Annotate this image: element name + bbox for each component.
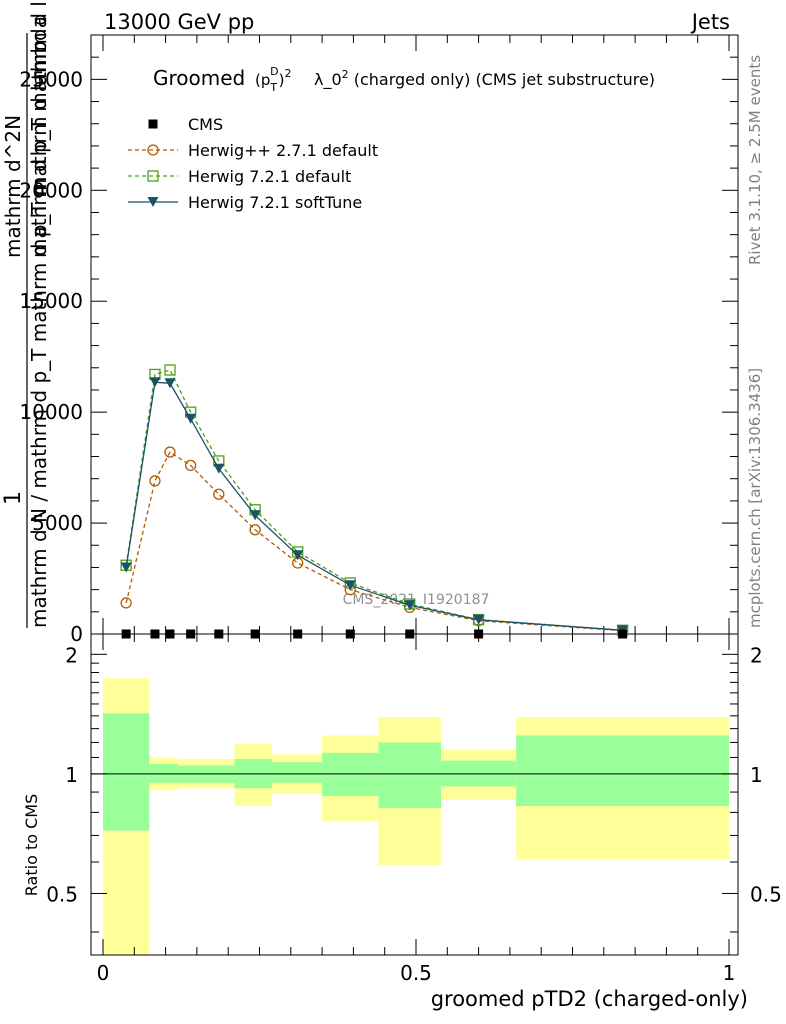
legend-label: Herwig 7.2.1 default [188,167,351,186]
marker-square [618,629,628,639]
ratio-band-inner [103,713,150,831]
series-herwig-2-7-1-default [120,446,629,637]
series-cms [121,629,628,639]
ratio-band-inner [378,742,442,809]
x-tick-label: 0.5 [400,961,432,985]
legend-label: Herwig 7.2.1 softTune [188,193,362,212]
series-line [125,381,623,631]
marker-square [474,629,484,639]
y-tick-label: 20000 [19,178,83,202]
y-tick-label: 5000 [32,511,83,535]
legend-label: CMS [188,115,223,134]
marker-triangle-down [249,510,261,521]
marker-circle [149,475,161,487]
series-layer [120,364,629,639]
x-tick-label: 1 [723,961,736,985]
title-suffix: λ_02 (charged only) (CMS jet substructur… [314,68,655,90]
ratio-y-tick-label-right: 0.5 [750,882,782,906]
marker-triangle-down [185,413,197,424]
legend-item: Herwig++ 2.7.1 default [128,141,378,160]
ylabel-top-line2: mathrm d p_T mathrm d lambda [27,0,51,258]
title-formula: (pTD)2 [255,65,291,94]
y-tick-label: 15000 [19,289,83,313]
marker-triangle-down [149,377,161,388]
legend: CMS Herwig++ 2.7.1 default Herwig 7.2.1 de… [128,115,378,212]
series-line [125,369,623,631]
y-tick-label: 25000 [19,67,83,91]
mcplots-label: mcplots.cern.ch [arXiv:1306.3436] [746,368,764,628]
rivet-label: Rivet 3.1.10, ≥ 2.5M events [746,55,764,265]
marker-square [293,629,303,639]
legend-item: CMS [148,115,223,134]
marker-triangle-down [120,562,132,573]
x-axis-label: groomed pTD2 (charged-only) [431,987,748,1011]
marker-open-square [147,170,159,182]
plot-title: Groomed (pTD)2 λ_02 (charged only) (CMS … [153,65,655,94]
title-prefix: Groomed [153,66,245,90]
marker-square [345,629,355,639]
marker-circle [213,488,225,500]
header-right: Jets [690,10,730,34]
marker-square [405,629,415,639]
marker-triangle-down [147,197,159,207]
ylabel-top-line1: mathrm d^2N [1,115,25,258]
marker-square [121,629,131,639]
series-herwig-7-2-1-softtune [120,377,629,636]
y-tick-label: 0 [70,622,83,646]
marker-square [250,629,260,639]
watermark: CMS_2021_I1920187 [343,592,490,608]
x-tick-label: 0 [97,961,110,985]
marker-triangle-down [292,550,304,561]
marker-square [214,629,224,639]
ratio-axis-ticks: 0.5 0.5 1 1 2 2 0 0.5 1 [46,634,782,985]
marker-square [150,629,160,639]
marker-triangle-down [473,614,485,625]
ratio-frame [90,633,739,956]
header-left: 13000 GeV pp [104,10,254,34]
legend-item: Herwig 7.2.1 softTune [128,193,362,212]
ylabel-numerator: 1 [1,491,26,505]
marker-circle [164,446,176,458]
ratio-y-tick-label: 0.5 [46,882,78,906]
marker-circle [147,144,159,156]
ratio-y-tick-label: 2 [65,643,78,667]
marker-triangle-down [164,378,176,389]
marker-triangle-down [404,600,416,611]
ratio-y-tick-label-right: 2 [750,643,763,667]
ratio-ylabel: Ratio to CMS [22,794,41,896]
y-tick-label: 10000 [19,400,83,424]
ratio-y-tick-label-right: 1 [750,763,763,787]
ratio-band-inner [149,763,179,783]
marker-triangle-down [213,463,225,474]
marker-square [165,629,175,639]
ratio-y-tick-label: 1 [65,763,78,787]
marker-square [186,629,196,639]
series-line [125,451,623,632]
marker-triangle-down [344,580,356,591]
main-ylabel: 1 mathrm d N / mathrm d p_T mathrm d p_T… [1,0,51,628]
legend-label: Herwig++ 2.7.1 default [188,141,378,160]
marker-circle [249,524,261,536]
ratio-bands [103,678,729,955]
ylabel-denominator: mathrm d N / mathrm d p_T mathrm d p_T m… [27,16,51,628]
main-axis-ticks: 0 5000 10000 15000 20000 25000 [19,35,738,646]
marker-circle [120,597,132,609]
ratio-band-inner [516,735,729,807]
marker-circle [184,459,197,472]
legend-item: Herwig 7.2.1 default [128,167,351,186]
marker-square [148,119,158,129]
ratio-band-inner [272,762,323,783]
marker-open-square [164,364,176,376]
